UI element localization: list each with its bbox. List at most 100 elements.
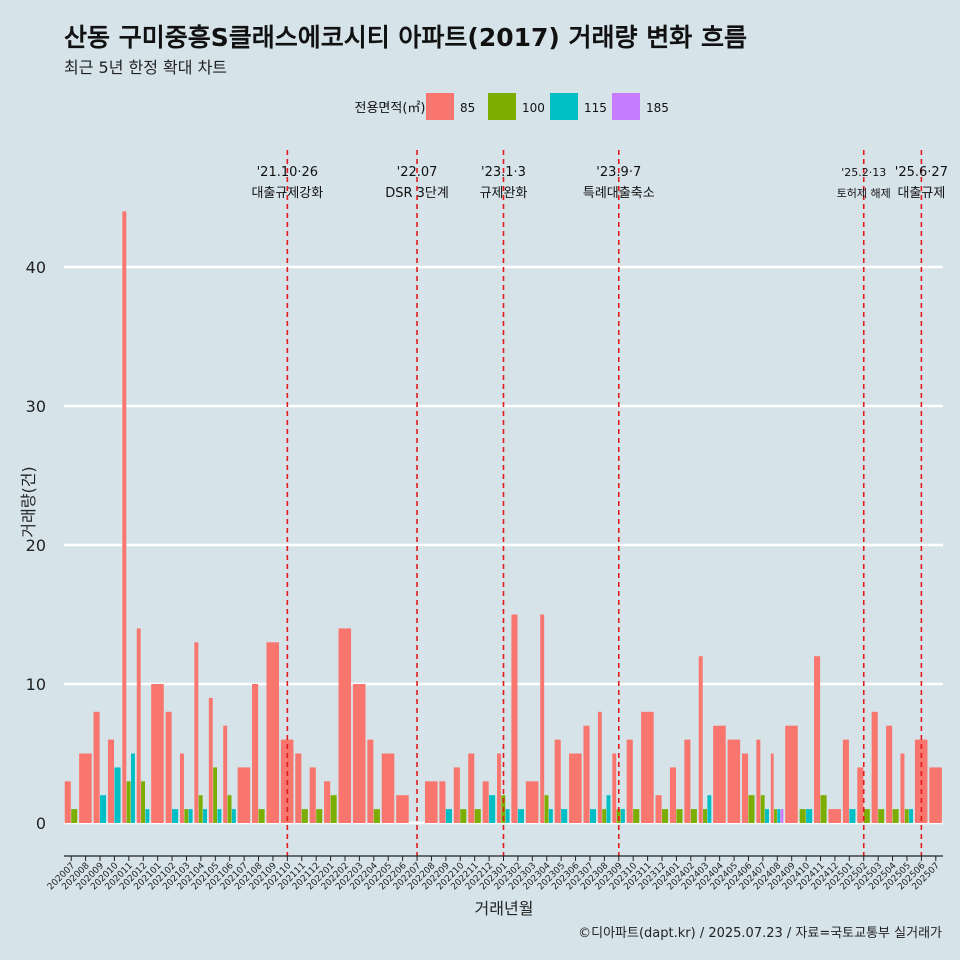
bar [122, 211, 127, 823]
y-tick-label: 30 [26, 397, 46, 416]
bar [381, 753, 395, 823]
bar [131, 753, 135, 823]
bar [126, 781, 131, 823]
bar [93, 711, 100, 823]
bar [141, 781, 146, 823]
bar [114, 767, 121, 823]
bar [172, 809, 179, 823]
bar [79, 753, 92, 823]
bar [554, 739, 561, 823]
bar [453, 767, 460, 823]
legend-swatch [488, 93, 516, 120]
legend-swatch [550, 93, 578, 120]
bars [64, 211, 942, 823]
bar [309, 767, 316, 823]
bar [703, 809, 707, 823]
bar [669, 767, 677, 823]
legend: 전용면적(㎡) 85 100 115 185 [355, 93, 669, 120]
bar [760, 795, 765, 823]
bar [100, 795, 107, 823]
bar [698, 656, 703, 823]
bar [785, 725, 798, 823]
bar [64, 781, 71, 823]
bar [237, 767, 251, 823]
bar [213, 767, 218, 823]
event-date-label: '25.6·27 [895, 165, 948, 180]
bar [517, 809, 524, 823]
bar [713, 725, 726, 823]
bar [641, 711, 654, 823]
chart-title: 산동 구미중흥S클래스에코시티 아파트(2017) 거래량 변화 흐름 [64, 23, 747, 52]
bar [548, 809, 553, 823]
bar [330, 795, 337, 823]
event-label: 대출규제 [897, 186, 945, 201]
bar [223, 725, 228, 823]
event-date-label: '21.10·26 [257, 165, 318, 180]
bar [71, 809, 78, 823]
bar [295, 753, 302, 823]
bar [367, 739, 374, 823]
bar [184, 809, 189, 823]
bar [904, 809, 909, 823]
event-date-label: '23.1·3 [481, 165, 526, 180]
legend-entry-label: 100 [522, 101, 545, 115]
bar [188, 809, 193, 823]
bar [525, 781, 539, 823]
bar [871, 711, 878, 823]
bar [892, 809, 899, 823]
bar [774, 809, 777, 823]
y-tick-label: 20 [26, 536, 46, 555]
y-axis: 0 10 20 30 40 [26, 258, 46, 833]
bar [626, 739, 633, 823]
bar [258, 809, 265, 823]
event-date-label: '25.2·13 [841, 166, 886, 179]
bar [741, 753, 749, 823]
event-date-label: '23.9·7 [596, 165, 641, 180]
bar [424, 781, 438, 823]
chart-subtitle: 최근 5년 한정 확대 차트 [64, 58, 228, 77]
bar [900, 753, 905, 823]
caption: ©디아파트(dapt.kr) / 2025.07.23 / 자료=국토교통부 실… [578, 926, 942, 941]
bar [806, 809, 813, 823]
bar [606, 795, 611, 823]
bar [338, 628, 352, 823]
bar [748, 795, 755, 823]
bar [770, 753, 774, 823]
bar [266, 642, 280, 823]
bar [179, 753, 184, 823]
bar [203, 809, 207, 823]
bar [316, 809, 323, 823]
bar [208, 697, 213, 823]
x-axis: 2020072020082020092020102020112020122021… [46, 855, 943, 892]
bar [198, 795, 203, 823]
event-label: 규제완화 [480, 186, 528, 201]
bar [690, 809, 697, 823]
bar [252, 684, 259, 823]
legend-entry-label: 185 [646, 101, 669, 115]
bar [151, 684, 164, 823]
bar [194, 642, 199, 823]
event-label: 특례대출축소 [583, 186, 655, 201]
bar [676, 809, 683, 823]
bar [620, 809, 625, 823]
event-label: 토허제 해제 [837, 186, 891, 200]
bar [602, 809, 607, 823]
bar [814, 656, 821, 823]
legend-entry-label: 85 [460, 101, 475, 115]
bar [756, 739, 761, 823]
bar [511, 614, 518, 823]
legend-swatch [612, 93, 640, 120]
legend-entry-label: 115 [584, 101, 607, 115]
event-date-label: '22.07 [397, 165, 438, 180]
event-label: DSR 3단계 [385, 186, 449, 201]
bar [474, 809, 481, 823]
bar [540, 614, 545, 823]
bar [662, 809, 669, 823]
bar [886, 725, 893, 823]
bar [489, 795, 496, 823]
bar [777, 809, 781, 823]
bar [569, 753, 582, 823]
y-tick-label: 40 [26, 258, 46, 277]
bar [324, 781, 331, 823]
